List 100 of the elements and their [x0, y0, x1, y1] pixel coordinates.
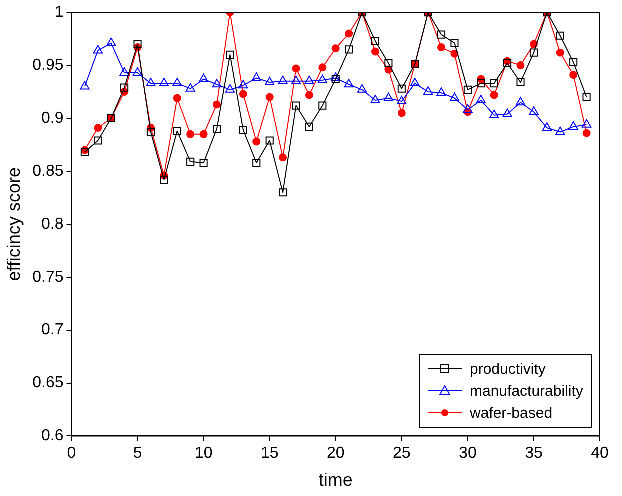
point	[252, 72, 262, 82]
point	[200, 158, 208, 168]
point	[384, 59, 393, 68]
point	[200, 130, 208, 138]
point	[304, 76, 314, 84]
point	[186, 158, 195, 166]
point	[490, 80, 498, 88]
point	[410, 78, 420, 87]
point	[463, 104, 473, 114]
point	[530, 48, 538, 57]
point	[529, 106, 539, 116]
point	[477, 80, 486, 88]
point	[212, 79, 222, 88]
point	[345, 30, 354, 38]
point	[279, 188, 288, 197]
point	[384, 92, 394, 102]
point	[94, 124, 102, 132]
point	[570, 58, 578, 66]
point	[186, 83, 196, 92]
point	[186, 130, 195, 138]
point	[423, 86, 434, 96]
x-tick-label: 5	[133, 445, 142, 462]
x-tick-label: 35	[525, 445, 543, 462]
point	[120, 67, 130, 76]
point	[305, 122, 314, 132]
point	[570, 71, 578, 80]
point	[291, 76, 302, 84]
point	[172, 78, 182, 87]
point	[398, 84, 406, 93]
y-tick-label: 0.7	[41, 322, 64, 339]
point	[292, 102, 300, 110]
point	[238, 80, 248, 89]
point	[212, 125, 222, 134]
point	[239, 90, 248, 98]
point	[305, 91, 314, 100]
point	[198, 74, 209, 82]
x-tick-label: 0	[67, 445, 76, 462]
point	[397, 96, 407, 105]
point	[226, 50, 234, 59]
x-tick-label: 10	[194, 445, 213, 462]
y-tick-label: 0.8	[41, 216, 64, 233]
point	[252, 138, 261, 146]
point	[516, 97, 526, 106]
point	[490, 110, 500, 118]
y-tick-label: 0.75	[32, 268, 64, 286]
point	[476, 94, 486, 104]
point	[106, 38, 116, 46]
point	[490, 91, 498, 100]
point	[450, 92, 460, 102]
point	[132, 67, 143, 76]
point	[357, 84, 368, 93]
point	[582, 119, 592, 128]
point	[556, 126, 566, 136]
point	[225, 84, 236, 93]
point	[332, 44, 340, 53]
y-tick-label: 0.9	[41, 110, 64, 127]
point	[450, 39, 459, 48]
point	[173, 94, 182, 102]
point	[318, 74, 328, 84]
x-tick-label: 15	[260, 445, 279, 462]
point	[120, 84, 129, 92]
x-axis-title: time	[318, 470, 353, 490]
y-tick-label: 0.65	[32, 374, 64, 392]
point	[278, 76, 288, 84]
point	[344, 79, 354, 88]
point	[438, 44, 446, 52]
point	[146, 78, 156, 87]
legend-label: productivity	[470, 360, 546, 378]
point	[556, 48, 564, 57]
x-tick-label: 30	[459, 445, 477, 462]
point	[556, 32, 564, 40]
point	[94, 136, 102, 145]
point	[213, 100, 222, 109]
point	[542, 122, 552, 132]
point	[93, 45, 103, 54]
point	[266, 93, 274, 102]
point	[239, 126, 248, 134]
legend-label: manufacturability	[470, 382, 584, 400]
y-tick-label: 0.85	[32, 162, 64, 180]
point	[370, 94, 380, 104]
y-axis-title: efficincy score	[4, 168, 24, 282]
point	[436, 88, 446, 96]
point	[582, 129, 591, 138]
point	[371, 37, 380, 46]
x-tick-label: 40	[591, 445, 609, 462]
x-tick-label: 25	[393, 445, 411, 462]
point	[266, 136, 274, 145]
point	[516, 78, 525, 87]
point	[568, 121, 578, 130]
point	[331, 72, 341, 82]
y-tick-label: 1	[54, 4, 64, 22]
point	[318, 64, 327, 72]
point	[516, 62, 525, 70]
point	[582, 93, 591, 102]
y-tick-label: 0.95	[32, 56, 64, 74]
point	[252, 158, 261, 168]
point	[160, 176, 168, 184]
x-tick-label: 20	[326, 445, 345, 462]
point	[332, 75, 340, 84]
point	[318, 102, 327, 110]
